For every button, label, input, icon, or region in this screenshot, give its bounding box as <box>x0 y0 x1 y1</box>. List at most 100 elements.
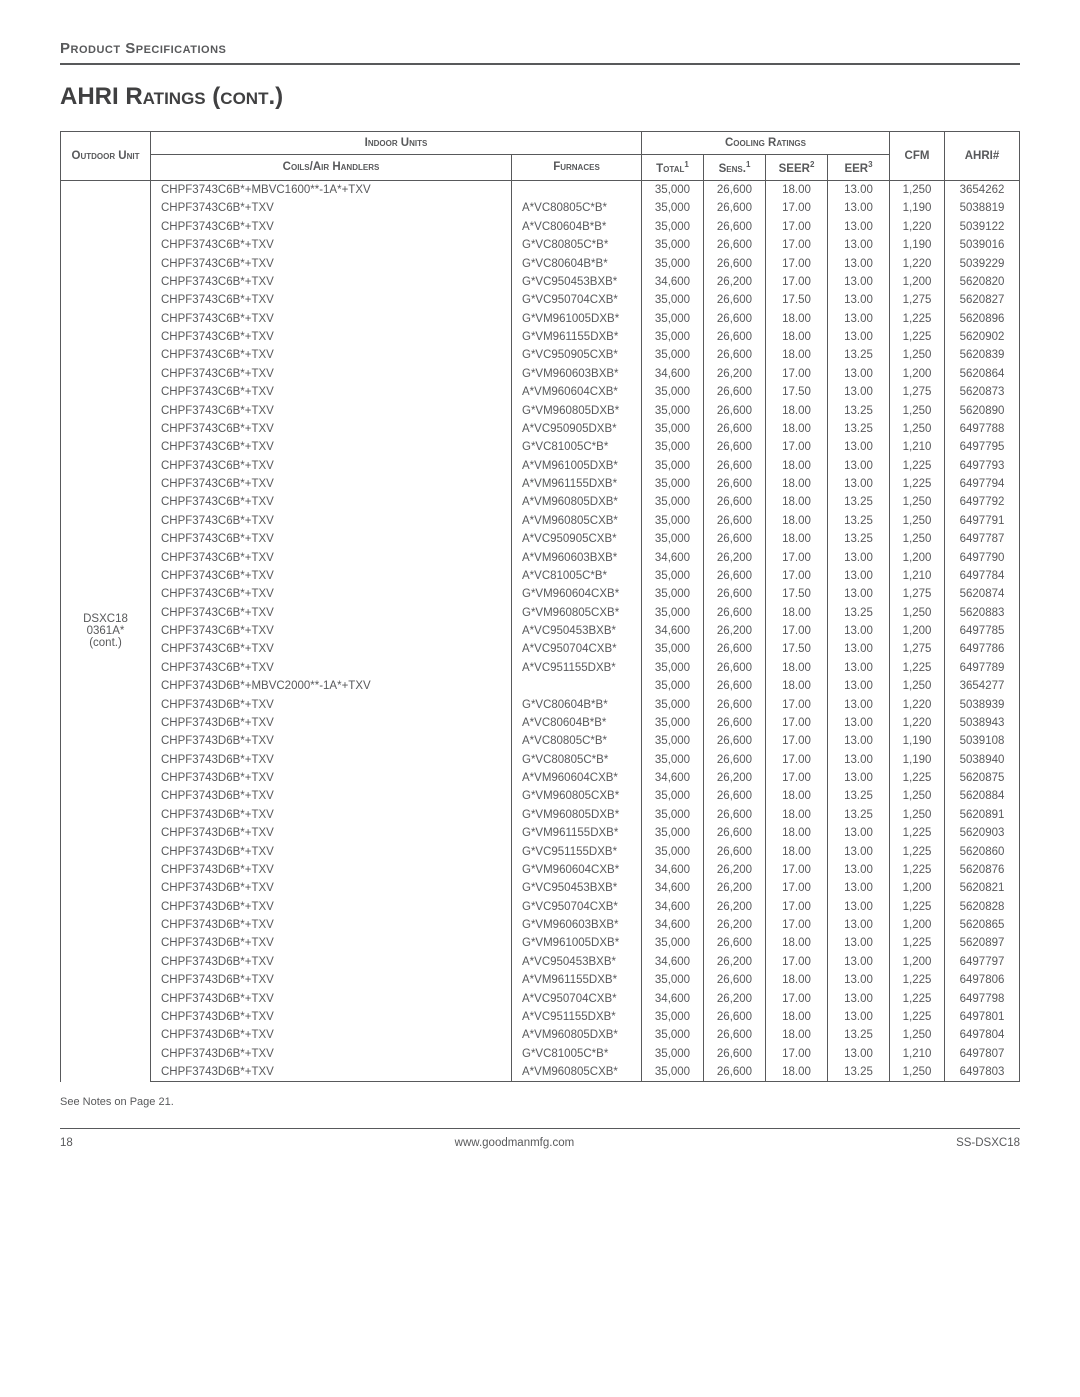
cell-sens: 26,600 <box>704 420 766 438</box>
cell-seer: 18.00 <box>766 1026 828 1044</box>
table-row: CHPF3743C6B*+TXVA*VM960805DXB*35,00026,6… <box>61 493 1020 511</box>
cell-furnace: G*VM960805DXB* <box>512 806 642 824</box>
cell-coil: CHPF3743D6B*+TXV <box>151 934 512 952</box>
cell-total: 34,600 <box>642 769 704 787</box>
table-row: CHPF3743C6B*+TXVA*VM961005DXB*35,00026,6… <box>61 456 1020 474</box>
cell-seer: 17.00 <box>766 714 828 732</box>
cell-eer: 13.00 <box>828 897 890 915</box>
table-row: CHPF3743C6B*+TXVG*VC950453BXB*34,60026,2… <box>61 273 1020 291</box>
cell-ahri: 6497786 <box>945 640 1020 658</box>
cell-furnace: G*VM960604CXB* <box>512 585 642 603</box>
cell-seer: 18.00 <box>766 824 828 842</box>
table-row: CHPF3743C6B*+TXVA*VM961155DXB*35,00026,6… <box>61 475 1020 493</box>
cell-eer: 13.00 <box>828 861 890 879</box>
cell-sens: 26,600 <box>704 732 766 750</box>
cell-eer: 13.00 <box>828 456 890 474</box>
cell-sens: 26,600 <box>704 1044 766 1062</box>
cell-sens: 26,600 <box>704 1026 766 1044</box>
cell-ahri: 5038939 <box>945 695 1020 713</box>
cell-cfm: 1,220 <box>890 714 945 732</box>
cell-coil: CHPF3743C6B*+TXV <box>151 401 512 419</box>
cell-coil: CHPF3743D6B*+TXV <box>151 897 512 915</box>
cell-eer: 13.25 <box>828 1026 890 1044</box>
cell-total: 35,000 <box>642 824 704 842</box>
cell-total: 35,000 <box>642 714 704 732</box>
cell-seer: 17.50 <box>766 291 828 309</box>
cell-seer: 17.00 <box>766 548 828 566</box>
cell-sens: 26,600 <box>704 456 766 474</box>
table-row: CHPF3743C6B*+TXVA*VC950453BXB*34,60026,2… <box>61 622 1020 640</box>
cell-furnace: G*VM961155DXB* <box>512 328 642 346</box>
cell-seer: 17.00 <box>766 695 828 713</box>
cell-furnace: A*VC950905CXB* <box>512 530 642 548</box>
cell-eer: 13.00 <box>828 989 890 1007</box>
table-row: CHPF3743D6B*+TXVA*VM960604CXB*34,60026,2… <box>61 769 1020 787</box>
cell-cfm: 1,250 <box>890 787 945 805</box>
cell-ahri: 5620875 <box>945 769 1020 787</box>
col-ahri: AHRI# <box>945 132 1020 181</box>
cell-seer: 17.00 <box>766 254 828 272</box>
cell-seer: 18.00 <box>766 420 828 438</box>
cell-eer: 13.00 <box>828 769 890 787</box>
cell-cfm: 1,225 <box>890 769 945 787</box>
cell-cfm: 1,200 <box>890 953 945 971</box>
cell-ahri: 5038819 <box>945 199 1020 217</box>
col-eer: EER3 <box>828 155 890 181</box>
cell-total: 34,600 <box>642 916 704 934</box>
cell-ahri: 6497785 <box>945 622 1020 640</box>
footer-page: 18 <box>60 1137 73 1149</box>
cell-ahri: 5620828 <box>945 897 1020 915</box>
cell-cfm: 1,220 <box>890 218 945 236</box>
cell-coil: CHPF3743C6B*+TXV <box>151 254 512 272</box>
cell-coil: CHPF3743C6B*+TXV <box>151 585 512 603</box>
cell-total: 35,000 <box>642 842 704 860</box>
cell-furnace: G*VM960805DXB* <box>512 401 642 419</box>
cell-eer: 13.00 <box>828 365 890 383</box>
cell-sens: 26,600 <box>704 659 766 677</box>
cell-sens: 26,600 <box>704 199 766 217</box>
cell-coil: CHPF3743C6B*+TXV <box>151 291 512 309</box>
cell-total: 34,600 <box>642 989 704 1007</box>
cell-furnace: G*VC950905CXB* <box>512 346 642 364</box>
table-row: CHPF3743D6B*+TXVG*VM961155DXB*35,00026,6… <box>61 824 1020 842</box>
cell-cfm: 1,200 <box>890 622 945 640</box>
table-row: CHPF3743C6B*+TXVA*VC80805C*B*35,00026,60… <box>61 199 1020 217</box>
cell-eer: 13.25 <box>828 401 890 419</box>
cell-sens: 26,600 <box>704 677 766 695</box>
table-row: CHPF3743D6B*+TXVG*VM960805DXB*35,00026,6… <box>61 806 1020 824</box>
cell-cfm: 1,250 <box>890 603 945 621</box>
cell-cfm: 1,210 <box>890 567 945 585</box>
cell-furnace: A*VM960604CXB* <box>512 769 642 787</box>
table-row: CHPF3743D6B*+MBVC2000**-1A*+TXV35,00026,… <box>61 677 1020 695</box>
cell-coil: CHPF3743C6B*+TXV <box>151 420 512 438</box>
table-row: CHPF3743C6B*+TXVA*VM960805CXB*35,00026,6… <box>61 512 1020 530</box>
cell-sens: 26,600 <box>704 842 766 860</box>
cell-sens: 26,200 <box>704 861 766 879</box>
cell-furnace: A*VC80604B*B* <box>512 714 642 732</box>
cell-coil: CHPF3743C6B*+TXV <box>151 567 512 585</box>
cell-eer: 13.25 <box>828 1063 890 1082</box>
cell-eer: 13.00 <box>828 254 890 272</box>
cell-sens: 26,600 <box>704 750 766 768</box>
cell-eer: 13.00 <box>828 291 890 309</box>
cell-eer: 13.25 <box>828 806 890 824</box>
cell-total: 35,000 <box>642 659 704 677</box>
cell-ahri: 5039016 <box>945 236 1020 254</box>
cell-cfm: 1,225 <box>890 1008 945 1026</box>
cell-total: 35,000 <box>642 456 704 474</box>
cell-total: 34,600 <box>642 861 704 879</box>
cell-seer: 18.00 <box>766 512 828 530</box>
table-row: CHPF3743C6B*+TXVA*VC81005C*B*35,00026,60… <box>61 567 1020 585</box>
col-outdoor: Outdoor Unit <box>61 132 151 181</box>
cell-furnace: G*VM961005DXB* <box>512 309 642 327</box>
cell-sens: 26,200 <box>704 273 766 291</box>
cell-cfm: 1,210 <box>890 438 945 456</box>
cell-eer: 13.00 <box>828 677 890 695</box>
table-row: CHPF3743C6B*+TXVA*VC950905DXB*35,00026,6… <box>61 420 1020 438</box>
table-row: CHPF3743D6B*+TXVG*VM961005DXB*35,00026,6… <box>61 934 1020 952</box>
table-row: CHPF3743C6B*+TXVG*VC80805C*B*35,00026,60… <box>61 236 1020 254</box>
table-head: Outdoor Unit Indoor Units Cooling Rating… <box>61 132 1020 181</box>
cell-sens: 26,200 <box>704 953 766 971</box>
cell-eer: 13.00 <box>828 640 890 658</box>
cell-sens: 26,600 <box>704 603 766 621</box>
